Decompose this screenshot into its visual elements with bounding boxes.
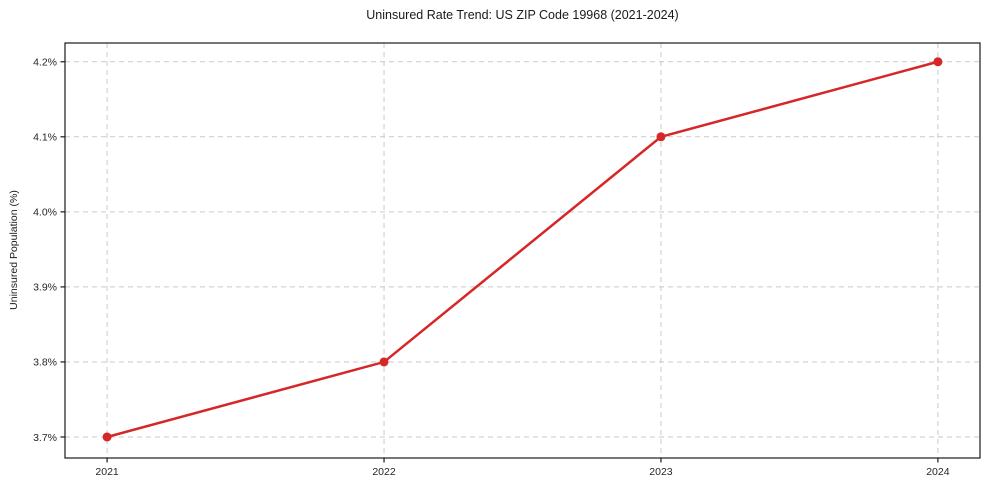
y-tick-label: 3.9% bbox=[33, 282, 57, 294]
x-tick-label: 2023 bbox=[649, 466, 673, 478]
data-point bbox=[379, 357, 389, 367]
x-tick-label: 2022 bbox=[372, 466, 396, 478]
x-tick-label: 2024 bbox=[926, 466, 950, 478]
y-tick-label: 4.0% bbox=[33, 207, 57, 219]
y-tick-label: 3.8% bbox=[33, 357, 57, 369]
y-tick-label: 4.2% bbox=[33, 57, 57, 69]
y-axis-label: Uninsured Population (%) bbox=[8, 190, 20, 310]
chart-title: Uninsured Rate Trend: US ZIP Code 19968 … bbox=[366, 8, 679, 22]
data-point bbox=[102, 432, 112, 442]
y-tick-label: 4.1% bbox=[33, 132, 57, 144]
x-tick-label: 2021 bbox=[95, 466, 119, 478]
y-tick-label: 3.7% bbox=[33, 432, 57, 444]
data-point bbox=[656, 132, 666, 142]
line-series bbox=[105, 60, 940, 439]
data-point bbox=[933, 57, 943, 67]
plot-border bbox=[64, 42, 981, 459]
